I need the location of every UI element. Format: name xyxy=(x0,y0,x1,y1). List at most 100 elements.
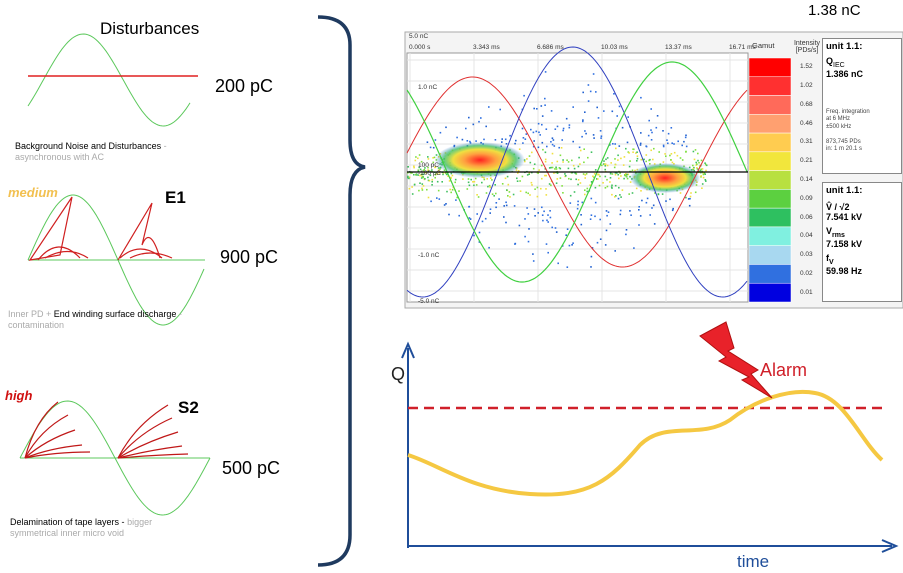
pd-dot xyxy=(571,160,573,162)
pd-dot xyxy=(544,104,546,106)
pd-dot xyxy=(704,173,706,175)
pd-dot xyxy=(527,174,529,176)
pd-dot xyxy=(427,141,429,143)
severity: medium xyxy=(8,185,58,200)
pd-dot xyxy=(668,133,670,135)
pd-dot xyxy=(515,140,517,142)
pd-dot xyxy=(629,160,631,162)
pd-dot xyxy=(508,184,510,186)
pd-dot xyxy=(514,243,516,245)
pd-dot xyxy=(667,143,669,145)
pd-dot xyxy=(665,200,667,202)
pd-dot xyxy=(530,162,532,164)
pd-dot xyxy=(534,208,536,210)
pd-dot xyxy=(537,187,539,189)
pd-dot xyxy=(653,205,655,207)
pd-dot xyxy=(567,228,569,230)
pd-dot xyxy=(541,105,543,107)
pd-dot xyxy=(488,247,490,249)
gamut-swatch xyxy=(749,283,791,302)
pd-dot xyxy=(577,184,579,186)
pd-dot xyxy=(672,210,674,212)
pd-dot xyxy=(674,152,676,154)
pd-dot xyxy=(468,206,470,208)
pd-dot xyxy=(528,241,530,243)
pd-dot xyxy=(555,167,557,169)
pd-dot xyxy=(545,159,547,161)
pd-dot xyxy=(638,209,640,211)
pd-dot xyxy=(632,170,634,172)
pd-dot xyxy=(419,182,421,184)
pd-dot xyxy=(585,174,587,176)
pd-dot xyxy=(536,108,538,110)
caption: Delamination of tape layers - bigger sym… xyxy=(10,517,190,539)
pd-dot xyxy=(677,141,679,143)
pd-dot xyxy=(685,151,687,153)
pd-dot xyxy=(501,141,503,143)
pd-dot xyxy=(662,193,664,195)
pd-dot xyxy=(636,151,638,153)
pd-dot xyxy=(588,100,590,102)
pd-dot xyxy=(685,135,687,137)
pd-dot xyxy=(428,158,430,160)
pd-dot xyxy=(421,177,423,179)
pd-dot xyxy=(651,132,653,134)
pd-dot xyxy=(580,182,582,184)
pd-dot xyxy=(626,174,628,176)
pd-dot xyxy=(557,178,559,180)
pd-dot xyxy=(577,201,579,203)
pd-dot xyxy=(618,178,620,180)
pd-dot xyxy=(561,139,563,141)
pd-dot xyxy=(542,214,544,216)
pd-dot xyxy=(685,197,687,199)
pd-dot xyxy=(542,115,544,117)
graphics xyxy=(0,0,903,573)
pd-dot xyxy=(693,151,695,153)
pd-dot xyxy=(523,137,525,139)
pd-dot xyxy=(520,190,522,192)
pd-dot xyxy=(590,266,592,268)
charge-label: 1.0 nC xyxy=(418,84,437,91)
pd-dot xyxy=(519,148,521,150)
pd-dot xyxy=(496,202,498,204)
severity: high xyxy=(5,388,32,403)
code: S2 xyxy=(178,398,199,418)
pd-dot xyxy=(549,210,551,212)
pd-dot xyxy=(695,149,697,151)
pd-dot xyxy=(702,168,704,170)
pd-dot xyxy=(533,140,535,142)
pd-dot xyxy=(701,160,703,162)
pd-dot xyxy=(505,202,507,204)
time-label: 10.03 ms xyxy=(601,44,628,51)
pd-dot xyxy=(455,179,457,181)
pd-fan xyxy=(25,402,188,458)
pd-dot xyxy=(509,196,511,198)
pd-dot xyxy=(442,174,444,176)
pd-dot xyxy=(669,199,671,201)
pd-dot xyxy=(479,232,481,234)
pd-dot xyxy=(538,132,540,134)
pd-dot xyxy=(605,159,607,161)
pd-dot xyxy=(452,189,454,191)
note xyxy=(826,131,898,139)
pd-dot xyxy=(571,244,573,246)
pd-dot xyxy=(615,148,617,150)
q-value: 1.386 nC xyxy=(823,69,901,79)
pd-dot xyxy=(604,169,606,171)
text: V xyxy=(829,259,834,266)
gamut-label: 0.04 xyxy=(800,232,813,239)
pd-dot xyxy=(697,160,699,162)
pd-dot xyxy=(572,242,574,244)
gamut-swatch xyxy=(749,152,791,171)
pd-dot xyxy=(620,175,622,177)
pd-dot xyxy=(705,180,707,182)
pd-dot xyxy=(421,188,423,190)
pd-dot xyxy=(601,165,603,167)
pd-dot xyxy=(700,175,702,177)
pd-dot xyxy=(468,182,470,184)
pd-dot xyxy=(595,187,597,189)
gamut-swatch xyxy=(749,133,791,152)
pd-dot xyxy=(614,196,616,198)
v-rms-value: 7.158 kV xyxy=(823,239,901,249)
pd-dot xyxy=(498,198,500,200)
